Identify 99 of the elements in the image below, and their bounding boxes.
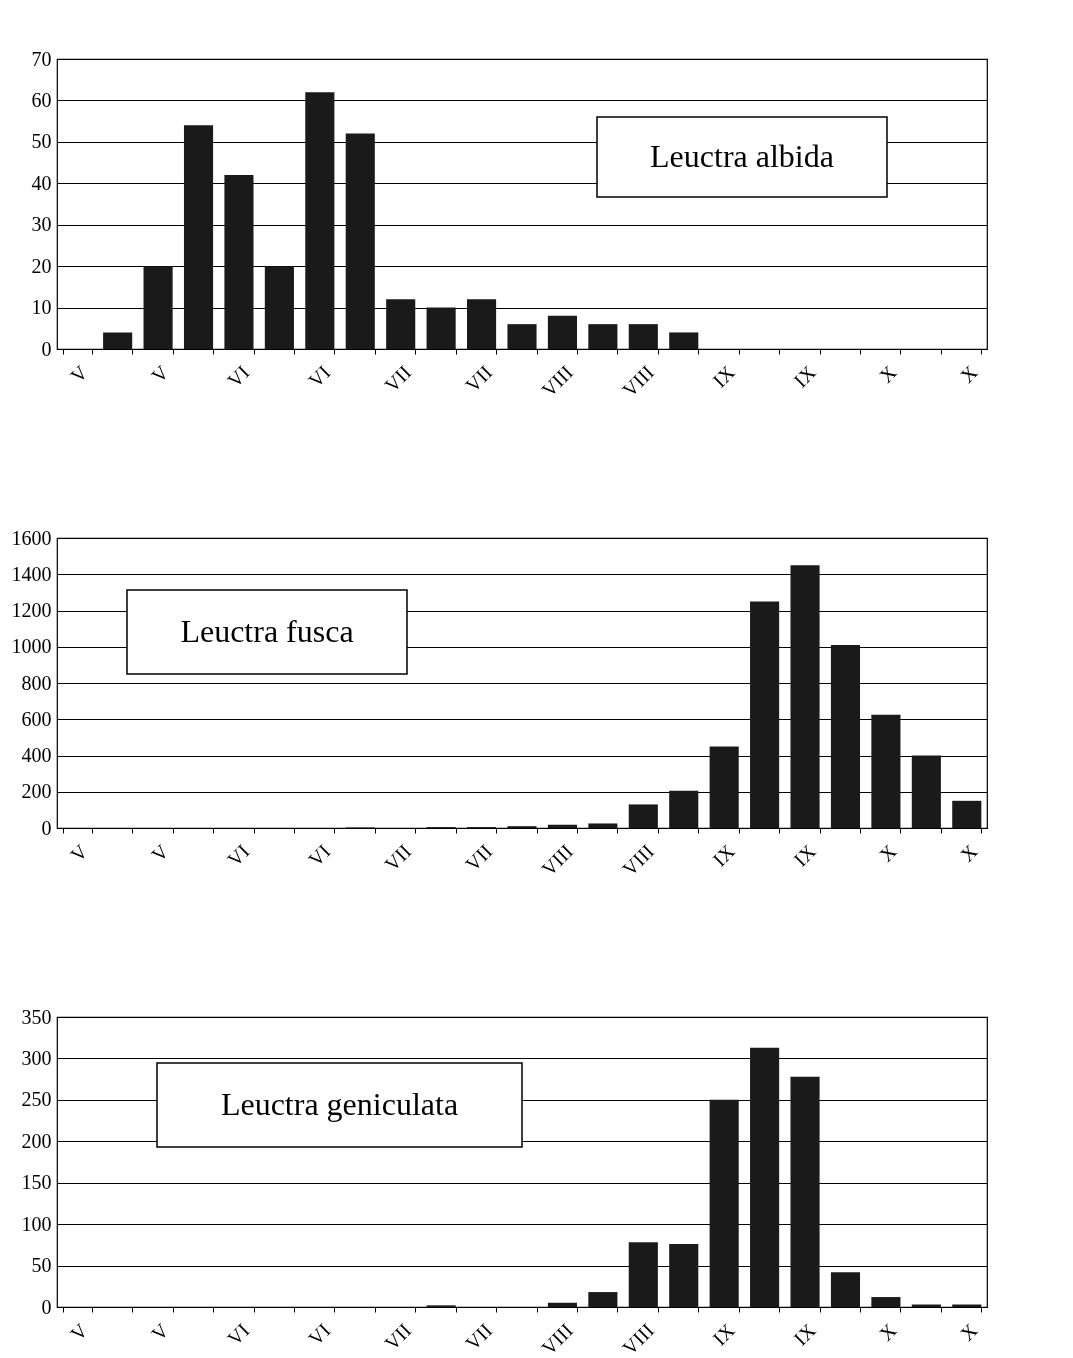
y-tick-label: 1600: [11, 526, 52, 549]
x-tick-label: VI: [223, 840, 254, 871]
bar: [952, 800, 982, 828]
x-tick-label: V: [66, 360, 93, 387]
y-tick-label: 1000: [11, 635, 52, 658]
y-tick-label: 250: [21, 1088, 52, 1111]
bar: [345, 133, 375, 349]
bar: [588, 324, 618, 349]
y-tick-label: 800: [21, 671, 52, 694]
x-tick-label: IX: [789, 839, 821, 871]
bar: [305, 92, 335, 349]
y-tick-label: 350: [21, 1005, 52, 1028]
bar: [588, 1292, 618, 1307]
x-tick-label: X: [955, 360, 982, 387]
x-tick-label: VIII: [537, 840, 578, 880]
y-tick-label: 70: [31, 47, 52, 70]
bar: [830, 1272, 861, 1307]
x-tick-label: VI: [303, 1319, 335, 1350]
bar: [507, 324, 537, 349]
x-tick-label: X: [874, 839, 901, 866]
x-tick-label: VII: [380, 840, 416, 876]
bar: [790, 565, 820, 828]
bar: [750, 1047, 780, 1307]
y-tick-label: 200: [21, 1129, 52, 1152]
bar: [547, 1302, 577, 1307]
x-tick-label: IX: [789, 1318, 821, 1350]
text: Leuctra albida: [650, 138, 834, 174]
x-tick-label: IX: [708, 1318, 740, 1350]
y-tick-label: 0: [41, 816, 52, 839]
bar: [830, 644, 861, 828]
bar: [669, 332, 699, 349]
x-tick-label: VI: [303, 361, 335, 392]
x-tick-label: V: [146, 360, 174, 387]
x-tick-label: X: [955, 839, 982, 866]
x-tick-label: IX: [789, 360, 821, 392]
bar: [911, 755, 941, 828]
bar: [669, 1244, 699, 1307]
x-tick-label: VIII: [537, 1319, 578, 1358]
bar: [628, 804, 658, 828]
bar: [426, 307, 456, 349]
x-tick-label: VII: [461, 1319, 497, 1355]
y-tick-label: 40: [31, 171, 52, 194]
x-tick-label: VI: [303, 840, 335, 871]
x-tick-label: VII: [461, 361, 497, 397]
bar: [386, 299, 416, 349]
x-tick-label: VIII: [618, 1319, 658, 1358]
bar: [709, 746, 739, 828]
bar: [467, 299, 497, 349]
y-tick-label: 30: [31, 213, 52, 236]
y-tick-label: 0: [41, 337, 52, 360]
bar: [871, 1297, 901, 1307]
y-tick-label: 1400: [11, 562, 52, 585]
y-tick-label: 400: [21, 744, 52, 766]
bar: [750, 601, 780, 828]
x-tick-label: V: [146, 839, 174, 866]
y-tick-label: 0: [41, 1295, 52, 1318]
bar: [588, 823, 618, 828]
bar: [709, 1099, 739, 1307]
y-tick-label: 50: [31, 1254, 52, 1277]
text: Leuctra fusca: [180, 613, 354, 649]
x-tick-label: V: [66, 839, 93, 866]
bar: [224, 175, 254, 349]
bar: [547, 315, 577, 349]
bar: [790, 1076, 820, 1307]
text: Leuctra geniculata: [220, 1086, 459, 1122]
y-tick-label: 200: [21, 780, 52, 803]
y-tick-label: 60: [31, 88, 52, 111]
y-tick-label: 1200: [11, 599, 52, 621]
bar: [547, 824, 577, 828]
x-tick-label: IX: [708, 839, 740, 871]
y-tick-label: 100: [21, 1212, 52, 1235]
y-tick-label: 50: [31, 130, 52, 153]
bar: [871, 714, 901, 828]
x-tick-label: VI: [223, 361, 254, 392]
y-tick-label: 20: [31, 254, 52, 277]
x-tick-label: IX: [708, 360, 740, 392]
x-tick-label: V: [66, 1318, 93, 1345]
bar: [143, 266, 173, 349]
y-tick-label: 150: [21, 1171, 52, 1194]
y-tick-label: 10: [31, 296, 52, 319]
x-tick-label: VI: [223, 1319, 254, 1350]
x-tick-label: X: [874, 360, 901, 387]
x-tick-label: VIII: [537, 361, 578, 401]
x-tick-label: VIII: [618, 840, 658, 880]
x-tick-label: X: [955, 1318, 982, 1345]
bar: [669, 790, 699, 828]
bar: [264, 266, 294, 349]
x-tick-label: VII: [380, 361, 416, 397]
x-tick-label: X: [874, 1318, 901, 1345]
bar: [628, 1242, 658, 1307]
y-tick-label: 300: [21, 1046, 52, 1069]
bar: [103, 332, 133, 349]
x-tick-label: VIII: [618, 361, 658, 401]
x-tick-label: V: [146, 1318, 174, 1345]
y-tick-label: 600: [21, 707, 52, 730]
bar: [183, 125, 214, 349]
x-tick-label: VII: [461, 840, 497, 876]
bar: [628, 324, 658, 349]
x-tick-label: VII: [380, 1319, 416, 1355]
